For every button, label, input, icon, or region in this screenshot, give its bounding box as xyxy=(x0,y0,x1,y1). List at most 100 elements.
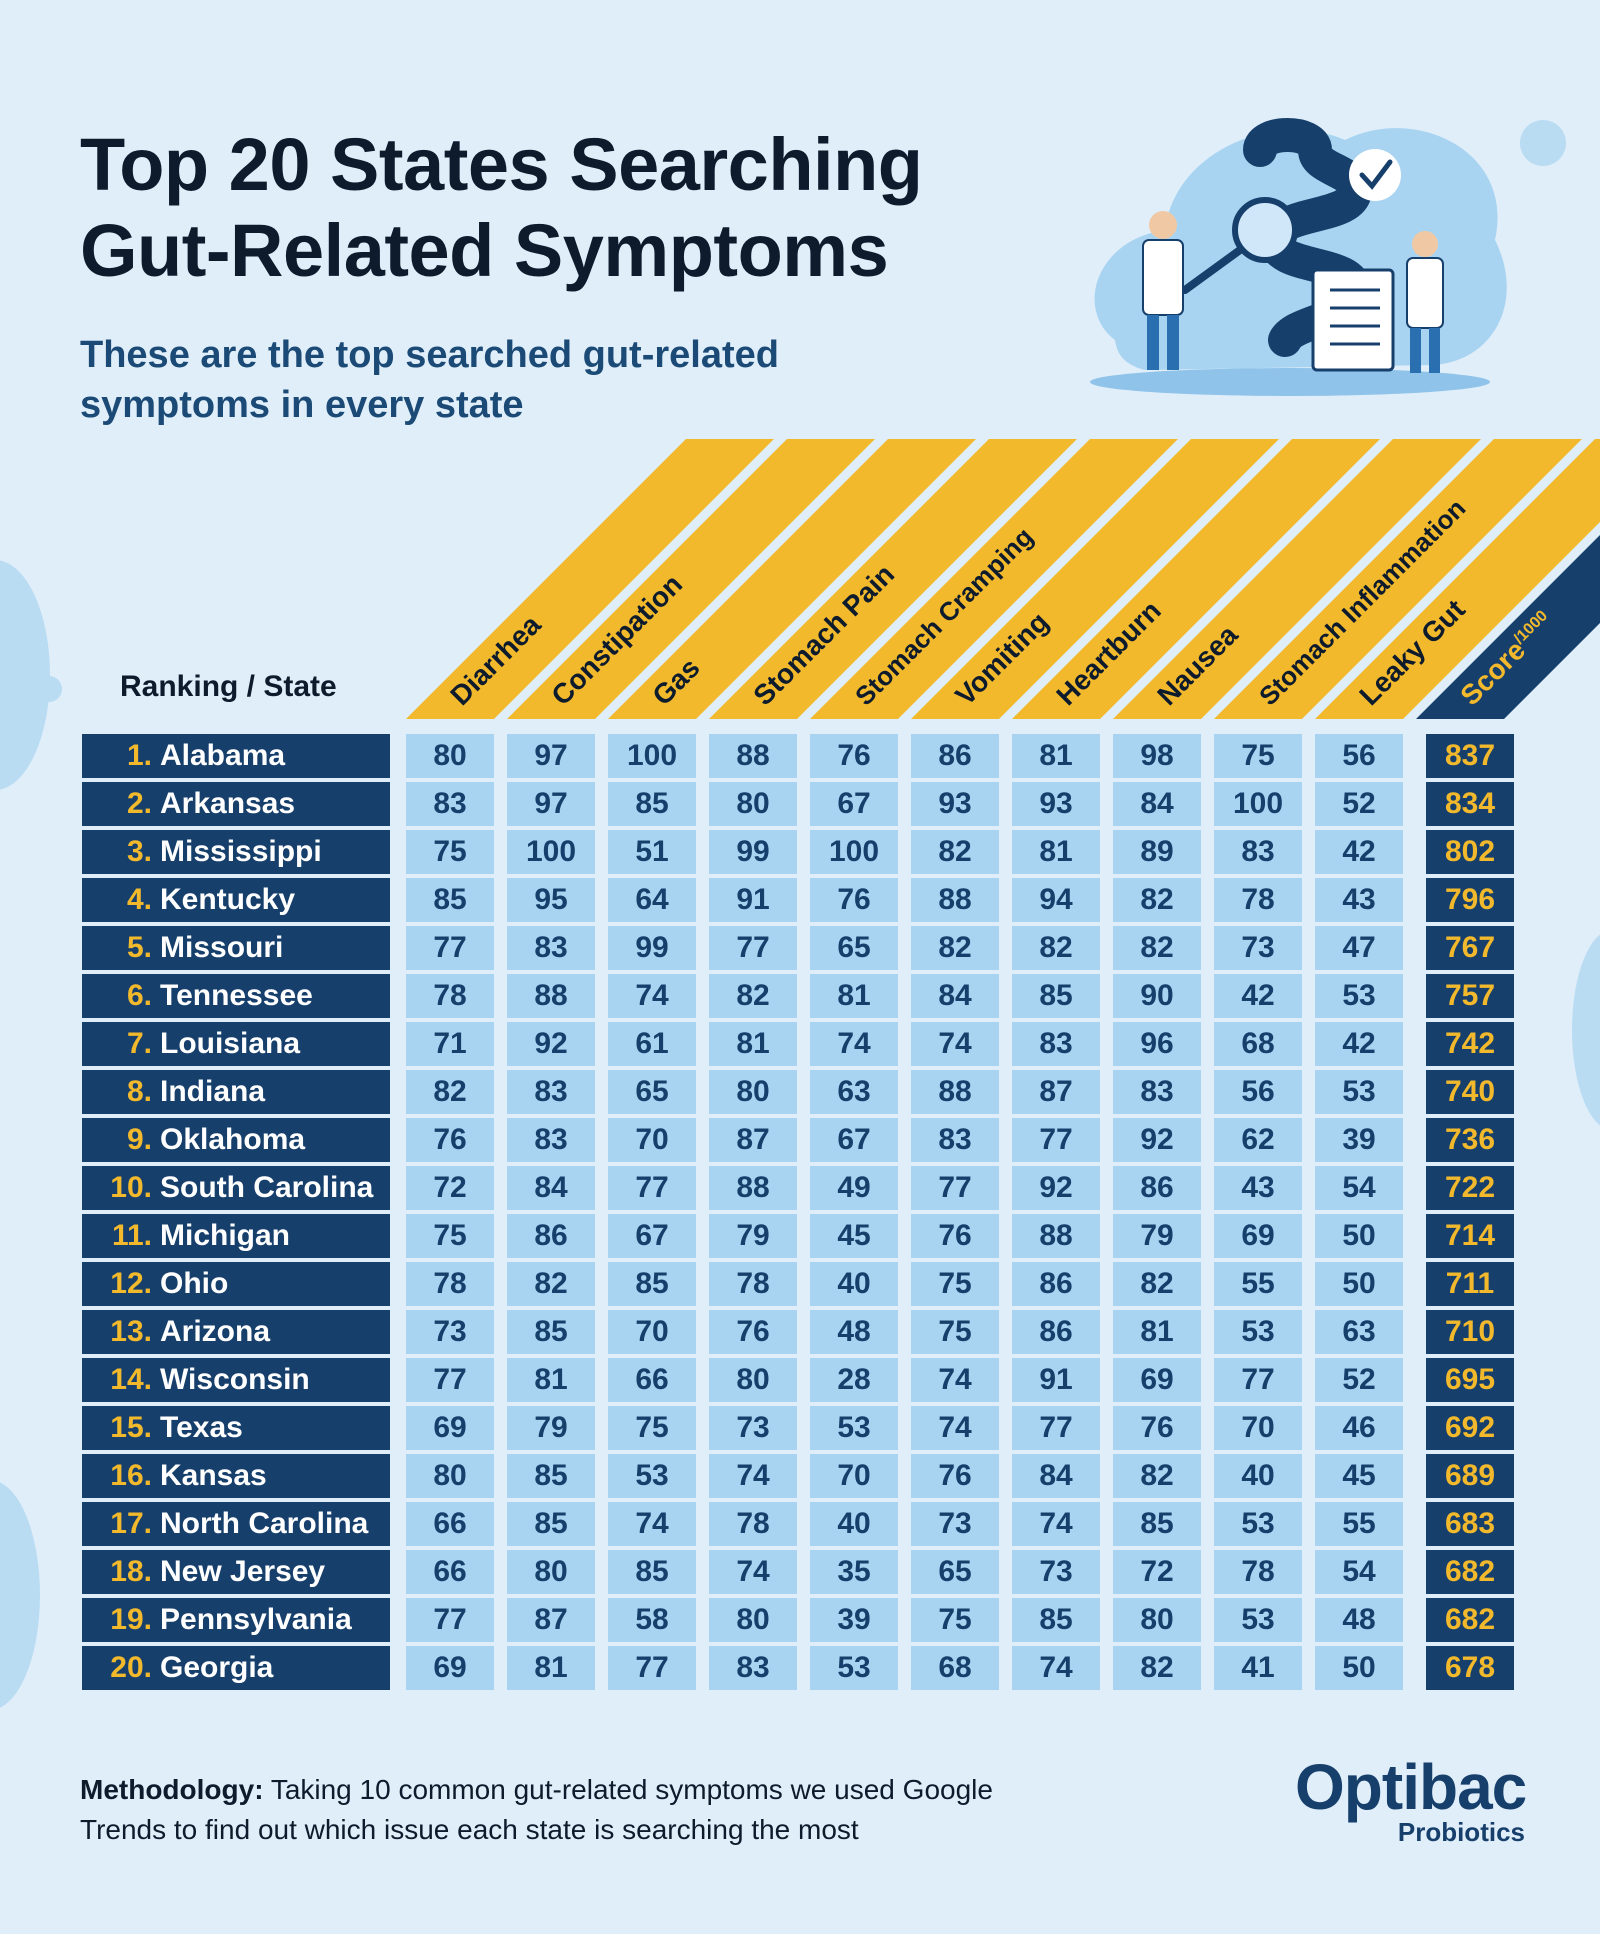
ranking-state-header: Ranking / State xyxy=(120,670,337,703)
state-cell: 8. Indiana xyxy=(82,1070,390,1114)
value-cell-gas: 74 xyxy=(608,1502,696,1546)
value-cell-stomach-cramping: 100 xyxy=(810,830,898,874)
value-cell-stomach-cramping: 70 xyxy=(810,1454,898,1498)
value-cell-stomach-cramping: 53 xyxy=(810,1406,898,1450)
value-cell-vomiting: 74 xyxy=(911,1358,999,1402)
state-cell: 5. Missouri xyxy=(82,926,390,970)
header-slab-gas xyxy=(608,439,976,719)
value-cell-stomach-pain: 82 xyxy=(709,974,797,1018)
value-cell-stomach-inflammation: 70 xyxy=(1214,1406,1302,1450)
value-cell-stomach-cramping: 53 xyxy=(810,1646,898,1690)
value-cell-leaky-gut: 63 xyxy=(1315,1310,1403,1354)
value-cell-stomach-cramping: 35 xyxy=(810,1550,898,1594)
value-cell-vomiting: 88 xyxy=(911,1070,999,1114)
score-cell: 710 xyxy=(1426,1310,1514,1354)
value-cell-stomach-pain: 80 xyxy=(709,782,797,826)
value-cell-leaky-gut: 42 xyxy=(1315,1022,1403,1066)
value-cell-stomach-cramping: 63 xyxy=(810,1070,898,1114)
table-row: 19. Pennsylvania 77 87 58 80 39 75 85 80 53 48 682 xyxy=(82,1598,1516,1642)
value-cell-vomiting: 74 xyxy=(911,1022,999,1066)
value-cell-stomach-inflammation: 53 xyxy=(1214,1310,1302,1354)
value-cell-stomach-cramping: 67 xyxy=(810,1118,898,1162)
state-name: Arkansas xyxy=(160,787,296,820)
value-cell-gas: 51 xyxy=(608,830,696,874)
value-cell-diarrhea: 77 xyxy=(406,926,494,970)
value-cell-leaky-gut: 45 xyxy=(1315,1454,1403,1498)
value-cell-stomach-cramping: 74 xyxy=(810,1022,898,1066)
state-cell: 1. Alabama xyxy=(82,734,390,778)
value-cell-stomach-pain: 73 xyxy=(709,1406,797,1450)
value-cell-stomach-pain: 79 xyxy=(709,1214,797,1258)
state-name: Georgia xyxy=(160,1651,274,1684)
table-row: 10. South Carolina 72 84 77 88 49 77 92 86 43 54 722 xyxy=(82,1166,1516,1210)
value-cell-stomach-pain: 74 xyxy=(709,1454,797,1498)
value-cell-diarrhea: 83 xyxy=(406,782,494,826)
value-cell-diarrhea: 69 xyxy=(406,1646,494,1690)
value-cell-leaky-gut: 55 xyxy=(1315,1502,1403,1546)
header-slab-heartburn xyxy=(1012,439,1380,719)
score-cell: 711 xyxy=(1426,1262,1514,1306)
value-cell-stomach-inflammation: 69 xyxy=(1214,1214,1302,1258)
value-cell-gas: 58 xyxy=(608,1598,696,1642)
score-cell: 682 xyxy=(1426,1550,1514,1594)
value-cell-diarrhea: 69 xyxy=(406,1406,494,1450)
value-cell-nausea: 82 xyxy=(1113,878,1201,922)
value-cell-leaky-gut: 50 xyxy=(1315,1262,1403,1306)
value-cell-vomiting: 82 xyxy=(911,926,999,970)
value-cell-vomiting: 75 xyxy=(911,1310,999,1354)
value-cell-heartburn: 86 xyxy=(1012,1262,1100,1306)
value-cell-stomach-inflammation: 77 xyxy=(1214,1358,1302,1402)
value-cell-nausea: 69 xyxy=(1113,1358,1201,1402)
value-cell-stomach-pain: 80 xyxy=(709,1070,797,1114)
value-cell-leaky-gut: 50 xyxy=(1315,1646,1403,1690)
value-cell-stomach-inflammation: 62 xyxy=(1214,1118,1302,1162)
state-cell: 4. Kentucky xyxy=(82,878,390,922)
value-cell-vomiting: 73 xyxy=(911,1502,999,1546)
rank-number: 4. xyxy=(126,883,152,916)
value-cell-nausea: 76 xyxy=(1113,1406,1201,1450)
rank-number: 12. xyxy=(110,1267,152,1300)
value-cell-gas: 77 xyxy=(608,1166,696,1210)
value-cell-diarrhea: 77 xyxy=(406,1598,494,1642)
value-cell-constipation: 81 xyxy=(507,1646,595,1690)
value-cell-nausea: 80 xyxy=(1113,1598,1201,1642)
value-cell-nausea: 82 xyxy=(1113,1646,1201,1690)
value-cell-gas: 70 xyxy=(608,1310,696,1354)
value-cell-gas: 85 xyxy=(608,782,696,826)
value-cell-nausea: 92 xyxy=(1113,1118,1201,1162)
value-cell-stomach-pain: 77 xyxy=(709,926,797,970)
table-row: 7. Louisiana 71 92 61 81 74 74 83 96 68 42 742 xyxy=(82,1022,1516,1066)
table-row: 4. Kentucky 85 95 64 91 76 88 94 82 78 43 796 xyxy=(82,878,1516,922)
value-cell-stomach-inflammation: 53 xyxy=(1214,1598,1302,1642)
value-cell-leaky-gut: 43 xyxy=(1315,878,1403,922)
state-name: Ohio xyxy=(160,1267,229,1300)
state-cell: 2. Arkansas xyxy=(82,782,390,826)
state-cell: 10. South Carolina xyxy=(82,1166,390,1210)
state-name: Tennessee xyxy=(160,979,313,1012)
value-cell-stomach-inflammation: 55 xyxy=(1214,1262,1302,1306)
state-name: Arizona xyxy=(160,1315,271,1348)
value-cell-constipation: 92 xyxy=(507,1022,595,1066)
value-cell-nausea: 98 xyxy=(1113,734,1201,778)
value-cell-leaky-gut: 53 xyxy=(1315,1070,1403,1114)
value-cell-diarrhea: 78 xyxy=(406,1262,494,1306)
header-slab-stomach-cramping xyxy=(810,439,1178,719)
state-name: New Jersey xyxy=(160,1555,326,1588)
value-cell-diarrhea: 78 xyxy=(406,974,494,1018)
table-row: 17. North Carolina 66 85 74 78 40 73 74 85 53 55 683 xyxy=(82,1502,1516,1546)
value-cell-heartburn: 83 xyxy=(1012,1022,1100,1066)
value-cell-leaky-gut: 52 xyxy=(1315,782,1403,826)
state-cell: 20. Georgia xyxy=(82,1646,390,1690)
rank-number: 8. xyxy=(126,1075,152,1108)
state-cell: 17. North Carolina xyxy=(82,1502,390,1546)
value-cell-nausea: 89 xyxy=(1113,830,1201,874)
value-cell-diarrhea: 85 xyxy=(406,878,494,922)
state-cell: 14. Wisconsin xyxy=(82,1358,390,1402)
value-cell-gas: 85 xyxy=(608,1262,696,1306)
value-cell-nausea: 82 xyxy=(1113,926,1201,970)
score-cell: 767 xyxy=(1426,926,1514,970)
value-cell-stomach-pain: 99 xyxy=(709,830,797,874)
gut-illustration xyxy=(1090,118,1507,396)
state-name: Kentucky xyxy=(160,883,296,916)
value-cell-nausea: 84 xyxy=(1113,782,1201,826)
